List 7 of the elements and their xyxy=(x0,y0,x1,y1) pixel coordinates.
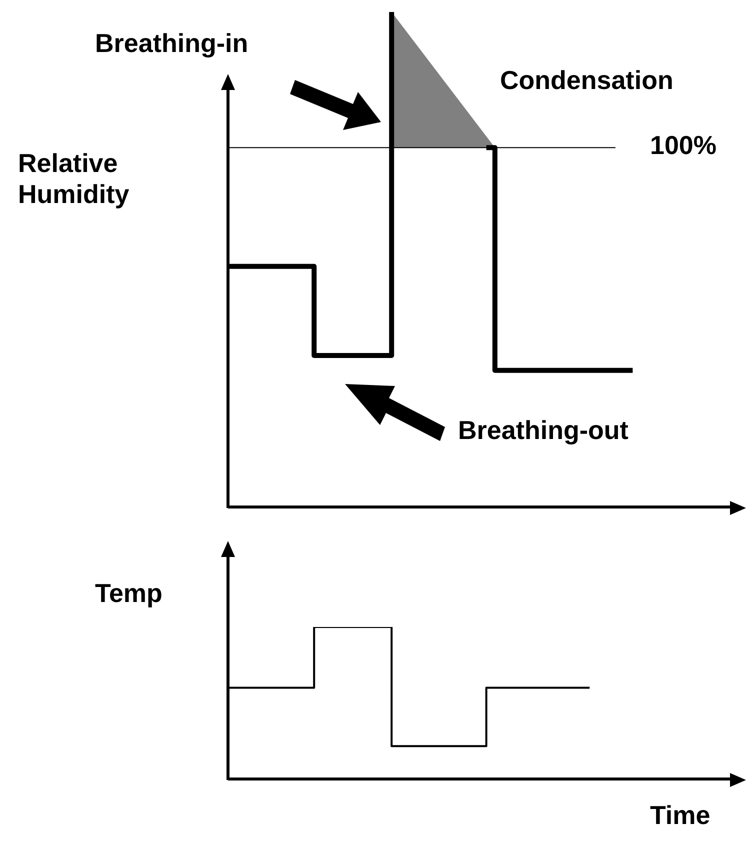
annotation: Condensation xyxy=(500,65,674,96)
annotation: Breathing-out xyxy=(458,415,628,446)
annotation: Breathing-in xyxy=(95,28,248,59)
y-axis-title: Relative Humidity xyxy=(18,148,130,210)
x-axis-title: Time xyxy=(650,800,710,831)
annotation: 100% xyxy=(650,130,716,161)
y-axis-title: Temp xyxy=(95,578,164,609)
